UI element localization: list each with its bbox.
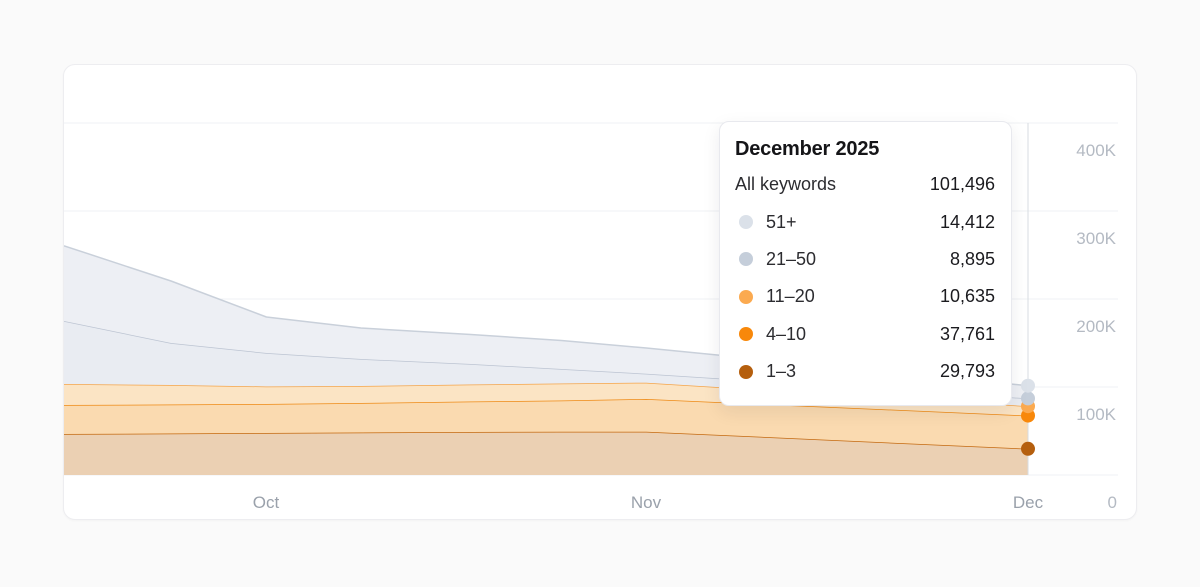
tooltip-row-value: 10,635 xyxy=(939,286,995,307)
chart-tooltip: December 2025 All keywords 101,496 51+ 14… xyxy=(719,121,1012,406)
tooltip-total-row: All keywords 101,496 xyxy=(735,166,995,203)
tooltip-row-value: 37,761 xyxy=(939,323,995,344)
tooltip-row-label: 4–10 xyxy=(766,323,807,344)
series-dot-1–3 xyxy=(1021,441,1035,456)
tooltip-row-value: 8,895 xyxy=(949,248,995,269)
series-color-dot-icon xyxy=(739,327,753,342)
tooltip-row-label: 51+ xyxy=(766,211,797,232)
x-axis-label-oct: Oct xyxy=(252,493,280,512)
y-axis-tick-label: 100K xyxy=(1076,405,1116,424)
tooltip-row: 4–10 37,761 xyxy=(735,316,995,353)
y-axis-tick-label: 200K xyxy=(1076,317,1116,336)
series-line-51+ xyxy=(64,245,1029,387)
x-axis-label-nov: Nov xyxy=(630,493,662,512)
series-color-dot-icon xyxy=(739,289,753,304)
series-line-11–20 xyxy=(64,381,1029,407)
area-band-11–20 xyxy=(64,382,1028,416)
tooltip-row: 51+ 14,412 xyxy=(735,203,995,240)
tooltip-row: 1–3 29,793 xyxy=(735,353,995,390)
tooltip-total-label: All keywords xyxy=(735,174,837,195)
tooltip-row-value: 29,793 xyxy=(939,361,995,382)
tooltip-row-label: 1–3 xyxy=(766,361,797,382)
tooltip-row-value: 14,412 xyxy=(939,211,995,232)
x-axis-label-dec: Dec xyxy=(1012,493,1044,512)
series-dot-51+ xyxy=(1021,378,1035,393)
series-color-dot-icon xyxy=(739,252,753,267)
y-axis-tick-label: 400K xyxy=(1076,141,1116,160)
tooltip-series-rows: 51+ 14,412 21–50 8,895 11–20 10,635 4–10 37,761… xyxy=(735,203,995,390)
series-color-dot-icon xyxy=(739,215,753,230)
area-band-4–10 xyxy=(64,399,1028,449)
tooltip-row-label: 11–20 xyxy=(766,286,815,307)
tooltip-row: 11–20 10,635 xyxy=(735,278,995,315)
chart-card: 400K 300K 200K 100K Oct Nov Dec 0 December 202… xyxy=(63,64,1137,520)
tooltip-total-value: 101,496 xyxy=(929,174,995,195)
tooltip-row: 21–50 8,895 xyxy=(735,241,995,278)
tooltip-title: December 2025 xyxy=(735,138,880,160)
y-axis-tick-label: 300K xyxy=(1076,229,1116,248)
y-axis-zero-label: 0 xyxy=(1107,493,1117,512)
series-dot-21–50 xyxy=(1021,391,1035,406)
area-band-1–3 xyxy=(64,431,1028,475)
tooltip-row-label: 21–50 xyxy=(766,248,817,269)
series-color-dot-icon xyxy=(739,364,753,379)
